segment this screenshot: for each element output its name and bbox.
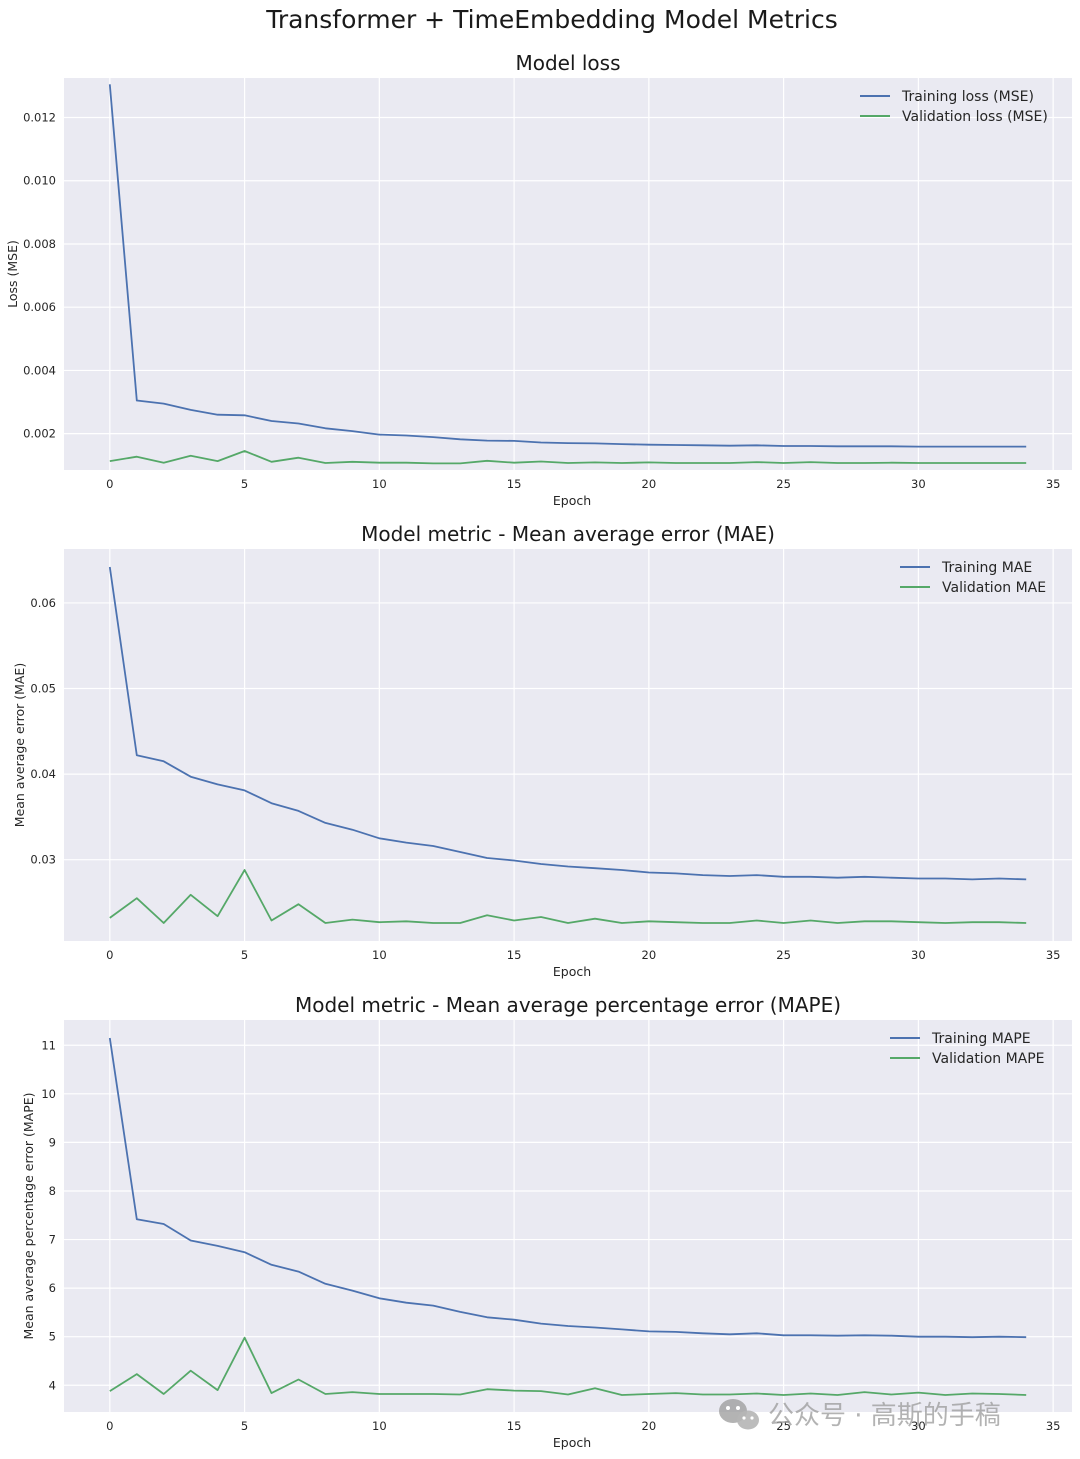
x-tick-label: 20 <box>642 948 657 962</box>
x-tick-label: 15 <box>507 948 522 962</box>
x-tick-label: 0 <box>106 1419 113 1433</box>
watermark-text: 公众号 · 高斯的手稿 <box>768 1401 1001 1431</box>
gridlines <box>64 78 1072 470</box>
y-tick-label: 0.002 <box>23 427 56 441</box>
x-tick-label: 20 <box>642 477 657 491</box>
validation-series-line <box>109 1336 1027 1396</box>
y-tick-label: 11 <box>41 1038 56 1052</box>
validation-series-line <box>109 869 1027 924</box>
legend-label: Validation loss (MSE) <box>902 109 1048 125</box>
x-tick-label: 30 <box>911 477 926 491</box>
x-axis-label: Epoch <box>553 493 591 508</box>
x-axis-label: Epoch <box>553 1435 591 1450</box>
legend-label: Training MAE <box>941 560 1032 576</box>
chart-panel-1: 0 5 10 15 20 25 30 35 0.002 0.004 0.006 0.008 0.010 0… <box>5 51 1072 508</box>
y-tick-label: 6 <box>49 1281 56 1295</box>
legend-label: Validation MAE <box>942 580 1046 596</box>
chart-title: Model loss <box>515 51 620 75</box>
x-tick-label: 35 <box>1046 948 1061 962</box>
legend-label: Validation MAPE <box>932 1051 1045 1067</box>
plot-area <box>64 1020 1072 1412</box>
y-tick-label: 5 <box>49 1330 56 1344</box>
legend: Training MAE Validation MAE <box>900 560 1046 596</box>
plot-area <box>64 549 1072 941</box>
x-tick-label: 30 <box>911 1419 926 1433</box>
chart-title: Model metric - Mean average percentage e… <box>295 993 841 1017</box>
validation-series-line <box>109 450 1027 465</box>
x-tick-label: 25 <box>776 948 791 962</box>
x-tick-label: 10 <box>372 1419 387 1433</box>
legend: Training loss (MSE) Validation loss (MSE) <box>860 89 1048 125</box>
chart-panel-2: 0 5 10 15 20 25 30 35 0.03 0.04 0.05 0.06 Model metr… <box>12 522 1072 979</box>
y-tick-label: 0.010 <box>23 174 56 188</box>
legend-label: Training loss (MSE) <box>901 89 1034 105</box>
y-tick-label: 0.03 <box>30 853 56 867</box>
x-tick-label: 0 <box>106 477 113 491</box>
y-axis-label: Mean average error (MAE) <box>12 663 27 827</box>
y-tick-label: 0.05 <box>30 682 56 696</box>
y-tick-label: 0.012 <box>23 111 56 125</box>
y-tick-label: 0.04 <box>30 767 56 781</box>
training-series-line <box>108 84 1027 448</box>
figure-title: Transformer + TimeEmbedding Model Metric… <box>265 5 838 34</box>
y-tick-label: 8 <box>49 1184 56 1198</box>
y-axis-label: Mean average percentage error (MAPE) <box>21 1092 36 1339</box>
chart-panel-3: 0 5 10 15 20 25 30 35 4 5 6 7 8 9 10 11 Model metric - M… <box>21 993 1072 1450</box>
legend-label: Training MAPE <box>931 1031 1031 1047</box>
y-tick-label: 0.004 <box>23 363 56 377</box>
y-tick-label: 9 <box>49 1135 56 1149</box>
y-tick-label: 7 <box>49 1233 56 1247</box>
x-tick-label: 15 <box>507 1419 522 1433</box>
x-tick-label: 10 <box>372 477 387 491</box>
x-tick-label: 30 <box>911 948 926 962</box>
x-tick-label: 5 <box>241 477 248 491</box>
y-tick-label: 0.06 <box>30 596 56 610</box>
y-axis-label: Loss (MSE) <box>5 240 20 308</box>
training-series-line <box>108 566 1027 881</box>
x-tick-label: 35 <box>1046 1419 1061 1433</box>
gridlines <box>64 549 1072 941</box>
wechat-icon <box>719 1399 759 1430</box>
chart-panels: 0 5 10 15 20 25 30 35 0.002 0.004 0.006 0.008 0.010 0… <box>5 51 1072 1450</box>
x-axis-label: Epoch <box>553 964 591 979</box>
legend: Training MAPE Validation MAPE <box>890 1031 1045 1067</box>
plot-area <box>64 78 1072 470</box>
y-tick-label: 0.008 <box>23 237 56 251</box>
chart-title: Model metric - Mean average error (MAE) <box>361 522 775 546</box>
y-tick-label: 0.006 <box>23 300 56 314</box>
x-tick-label: 25 <box>776 1419 791 1433</box>
training-series-line <box>108 1037 1027 1339</box>
x-tick-label: 20 <box>642 1419 657 1433</box>
x-tick-label: 0 <box>106 948 113 962</box>
x-tick-label: 10 <box>372 948 387 962</box>
x-tick-label: 5 <box>241 1419 248 1433</box>
y-tick-label: 10 <box>41 1087 56 1101</box>
x-tick-label: 35 <box>1046 477 1061 491</box>
y-tick-label: 4 <box>49 1378 56 1392</box>
watermark: 公众号 · 高斯的手稿 <box>719 1399 1001 1431</box>
x-tick-label: 25 <box>776 477 791 491</box>
x-tick-label: 5 <box>241 948 248 962</box>
x-tick-label: 15 <box>507 477 522 491</box>
